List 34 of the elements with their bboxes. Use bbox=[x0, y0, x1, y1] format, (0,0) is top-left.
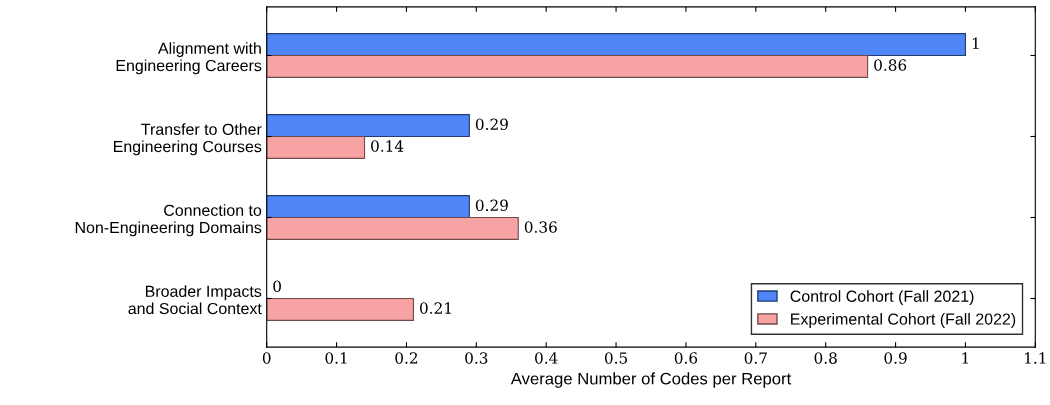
bar bbox=[266, 216, 519, 240]
x-tick-label: 0.7 bbox=[744, 352, 767, 364]
x-tick-label: 0.9 bbox=[884, 352, 907, 364]
bar bbox=[266, 54, 869, 78]
x-tick-label: 1.1 bbox=[1025, 352, 1046, 364]
x-tick-label: 0.3 bbox=[465, 352, 488, 364]
y-tick-label: Connection to Non-Engineering Domains bbox=[75, 204, 262, 237]
x-tick-label: 0.4 bbox=[535, 352, 558, 364]
x-tick-label: 0.1 bbox=[325, 352, 347, 364]
x-axis-title: Average Number of Codes per Report bbox=[510, 372, 792, 388]
bar bbox=[266, 195, 470, 219]
bar bbox=[266, 297, 414, 321]
data-label: 0.86 bbox=[874, 59, 907, 71]
y-tick-label: Broader Impacts and Social Context bbox=[128, 285, 262, 315]
x-tick-label: 0.8 bbox=[814, 352, 837, 364]
legend-label: Control Cohort (Fall 2021) bbox=[790, 290, 974, 306]
data-label: 1 bbox=[972, 37, 979, 49]
y-tick-label: Transfer to Other Engineering Courses bbox=[114, 123, 262, 156]
data-label: 0.21 bbox=[420, 302, 451, 314]
bar bbox=[266, 114, 470, 138]
legend-label: Experimental Cohort (Fall 2022) bbox=[791, 313, 1016, 328]
x-tick-label: 0.6 bbox=[674, 352, 698, 364]
data-label: 0.14 bbox=[371, 140, 404, 152]
x-tick-label: 0.2 bbox=[395, 352, 418, 364]
bar bbox=[266, 135, 366, 159]
x-tick-label: 0.5 bbox=[604, 352, 628, 364]
data-label: 0.29 bbox=[475, 199, 508, 211]
x-tick-label: 1 bbox=[962, 352, 969, 364]
y-tick-label: Alignment with Engineering Careers bbox=[116, 42, 262, 75]
bar bbox=[266, 33, 966, 57]
data-label: 0.36 bbox=[524, 221, 557, 233]
x-tick-label: 0 bbox=[262, 352, 271, 364]
data-label: 0.29 bbox=[475, 118, 508, 130]
data-label: 0 bbox=[273, 280, 281, 292]
